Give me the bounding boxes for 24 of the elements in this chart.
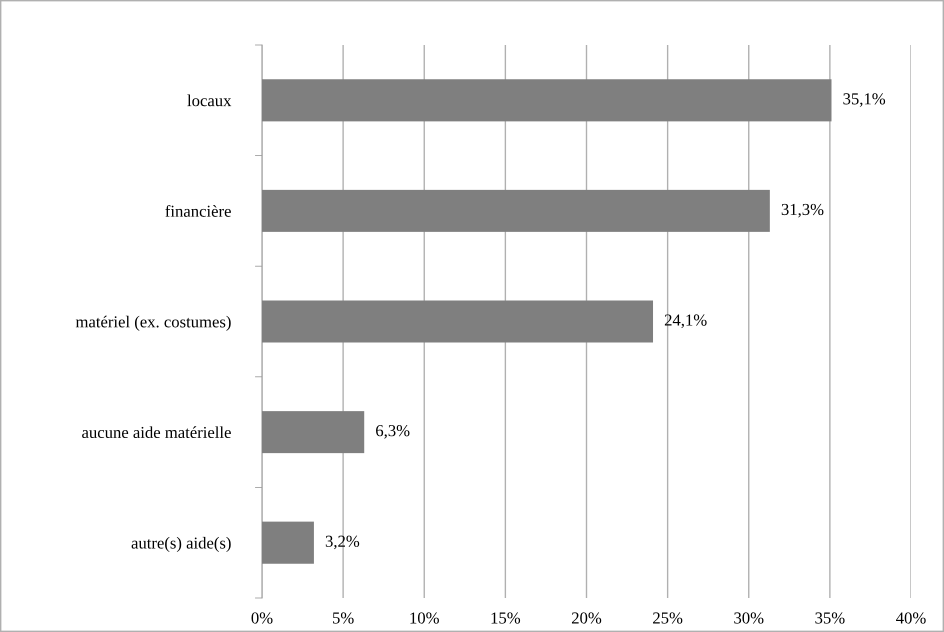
x-tick-label: 15%	[492, 612, 520, 624]
y-tick-label: financière	[165, 204, 231, 217]
data-label: 3,2%	[326, 536, 360, 550]
x-tick-label: 30%	[734, 612, 764, 624]
bar	[262, 190, 770, 232]
data-label: 35,1%	[843, 93, 886, 107]
y-tick-label: locaux	[187, 94, 232, 106]
x-tick-label: 20%	[572, 612, 602, 624]
y-tick-label: matériel (ex. costumes)	[76, 316, 231, 331]
data-label: 31,3%	[782, 204, 824, 218]
x-tick-label: 0%	[252, 612, 273, 624]
data-label: 6,3%	[376, 425, 410, 439]
x-tick-label: 40%	[896, 612, 926, 624]
data-label: 24,1%	[664, 314, 707, 328]
x-tick-label: 5%	[332, 612, 354, 624]
y-tick-label: autre(s) aide(s)	[132, 536, 231, 552]
x-tick-label: 35%	[815, 612, 845, 624]
y-tick-label: aucune aide matérielle	[82, 426, 231, 438]
x-tick-label: 10%	[410, 612, 439, 624]
bar	[262, 79, 832, 122]
x-tick-label: 25%	[653, 612, 682, 624]
bar	[262, 411, 364, 454]
bar	[262, 522, 314, 564]
bar	[262, 300, 654, 343]
